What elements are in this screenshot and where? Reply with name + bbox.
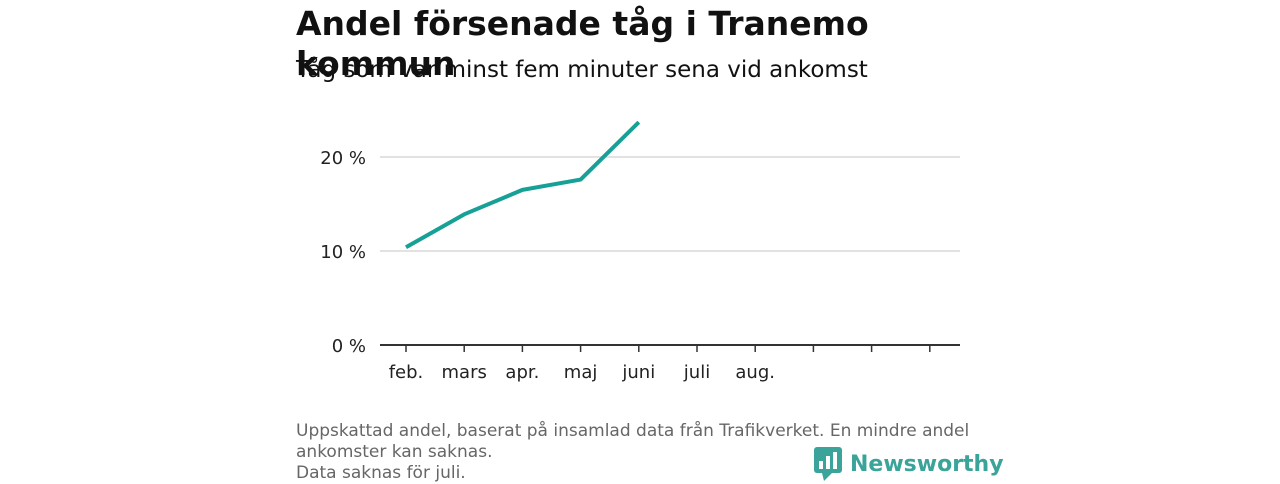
series-line (405, 120, 641, 249)
y-tick-label: 0 % (332, 336, 366, 357)
brand-logo: Newsworthy (814, 446, 1004, 482)
x-tick-label: juni (621, 362, 655, 383)
chart-caption: Uppskattad andel, baserat på insamlad da… (296, 421, 986, 484)
chart-subtitle: Tåg som var minst fem minuter sena vid a… (296, 57, 868, 83)
line-chart: 0 % 10 % 20 % feb. mars apr. maj juni juli aug. (320, 120, 960, 383)
x-axis-ticks: feb. mars apr. maj juni juli aug. (389, 345, 931, 383)
series-lines (405, 120, 641, 249)
y-tick-label: 20 % (320, 148, 366, 169)
x-tick-label: feb. (389, 362, 424, 383)
caption-missing-data-note: Data saknas för juli. (296, 463, 466, 483)
x-tick-label: juli (683, 362, 710, 383)
y-tick-label: 10 % (320, 242, 366, 263)
x-tick-label: maj (564, 362, 598, 383)
x-tick-label: apr. (505, 362, 539, 383)
brand-name: Newsworthy (850, 451, 1004, 477)
caption-note: Uppskattad andel, baserat på insamlad da… (296, 421, 970, 462)
x-tick-label: mars (442, 362, 487, 383)
bar-chart-speech-icon (814, 447, 842, 481)
chart-title: Andel försenade tåg i Tranemo kommun (296, 4, 869, 83)
y-axis-tick-labels: 0 % 10 % 20 % (320, 148, 366, 357)
x-tick-label: aug. (735, 362, 775, 383)
grid-lines (380, 156, 960, 252)
